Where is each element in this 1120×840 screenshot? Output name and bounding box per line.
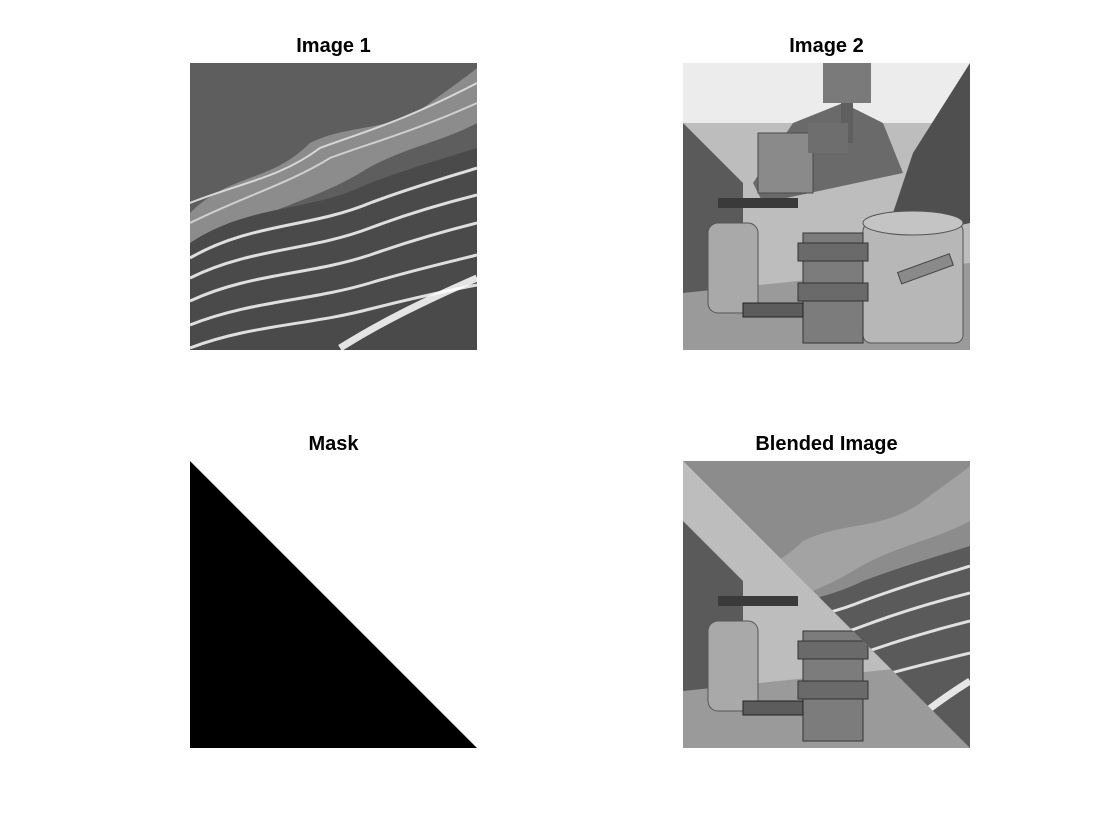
panel-title: Blended Image: [755, 433, 898, 455]
panel-blended-image: Blended Image: [683, 433, 970, 748]
mask-image: [190, 461, 477, 748]
image-2: [683, 63, 970, 350]
panel-title: Mask: [308, 433, 359, 455]
image-1: [190, 63, 477, 350]
panel-image-1: Image 1: [190, 35, 477, 350]
panel-mask: Mask: [190, 433, 477, 748]
blended-image: [683, 461, 970, 748]
panel-title: Image 1: [296, 35, 371, 57]
panel-image-2: Image 2: [683, 35, 970, 350]
panel-title: Image 2: [789, 35, 864, 57]
